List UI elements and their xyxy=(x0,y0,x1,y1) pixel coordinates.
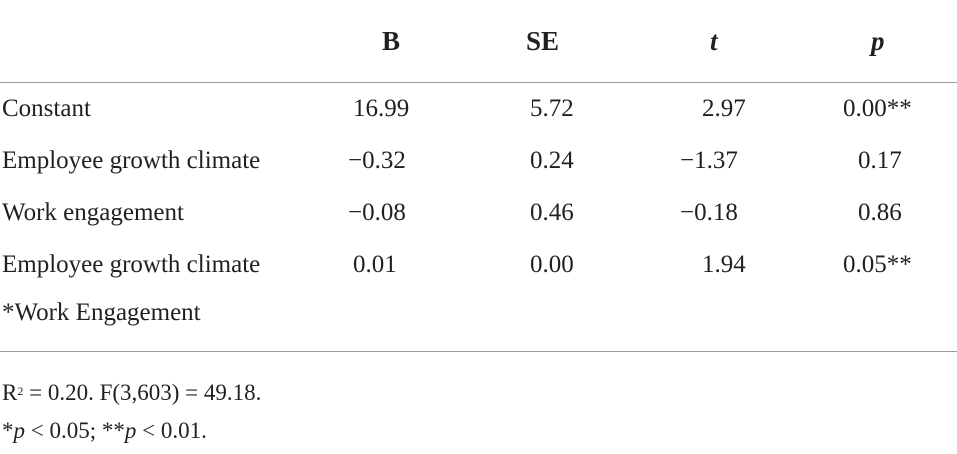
cell-t: −1.37 xyxy=(680,147,738,174)
r-squared-prefix: R xyxy=(2,380,18,405)
cell-p: 0.00** xyxy=(843,95,912,122)
row-label: Employee growth climate xyxy=(2,251,261,278)
header-t: t xyxy=(635,0,805,83)
model-fit-text: = 0.20. F(3,603) = 49.18. xyxy=(23,380,262,405)
table-row: Employee growth climate −0.32 0.24 −1.37… xyxy=(0,135,957,187)
cell-b: −0.32 xyxy=(348,147,406,174)
row-label: Employee growth climate xyxy=(2,147,261,174)
table-row: Employee growth climate 0.01 0.00 1.94 0… xyxy=(0,239,957,291)
results-table: B SE t p Constant 16.99 5.72 2.97 0.00**… xyxy=(0,0,957,352)
cell-p: 0.05** xyxy=(843,251,912,278)
table-row-continuation: *Work Engagement xyxy=(0,291,957,352)
cell-b: 16.99 xyxy=(353,95,410,122)
table-notes: R2 = 0.20. F(3,603) = 49.18. *p < 0.05; … xyxy=(2,374,261,450)
header-b: B xyxy=(300,0,485,83)
cell-p: 0.86 xyxy=(858,199,902,226)
sig-p-one: p xyxy=(13,418,26,443)
significance-note: *p < 0.05; **p < 0.01. xyxy=(2,412,261,450)
header-p: p xyxy=(805,0,957,83)
cell-t: −0.18 xyxy=(680,199,738,226)
cell-se: 0.24 xyxy=(530,147,574,174)
cell-b: −0.08 xyxy=(348,199,406,226)
sig-p-two: p xyxy=(124,418,137,443)
regression-table: B SE t p Constant 16.99 5.72 2.97 0.00**… xyxy=(0,0,957,352)
r-squared-sup: 2 xyxy=(17,384,24,398)
cell-p: 0.17 xyxy=(858,147,902,174)
table-row: Constant 16.99 5.72 2.97 0.00** xyxy=(0,83,957,136)
cell-t: 2.97 xyxy=(702,95,746,122)
header-se: SE xyxy=(485,0,635,83)
model-fit-note: R2 = 0.20. F(3,603) = 49.18. xyxy=(2,374,261,412)
sig-star: * xyxy=(2,418,14,443)
cell-b: 0.01 xyxy=(353,251,397,278)
cell-t: 1.94 xyxy=(702,251,746,278)
header-row: B SE t p xyxy=(0,0,957,83)
row-label-continuation: *Work Engagement xyxy=(0,291,300,352)
cell-se: 0.46 xyxy=(530,199,574,226)
row-label: Constant xyxy=(2,95,91,122)
sig-text-one: < 0.05; ** xyxy=(25,418,125,443)
cell-se: 5.72 xyxy=(530,95,574,122)
table-row: Work engagement −0.08 0.46 −0.18 0.86 xyxy=(0,187,957,239)
cell-se: 0.00 xyxy=(530,251,574,278)
header-label xyxy=(0,0,300,83)
sig-text-two: < 0.01. xyxy=(136,418,207,443)
row-label: Work engagement xyxy=(2,199,184,226)
